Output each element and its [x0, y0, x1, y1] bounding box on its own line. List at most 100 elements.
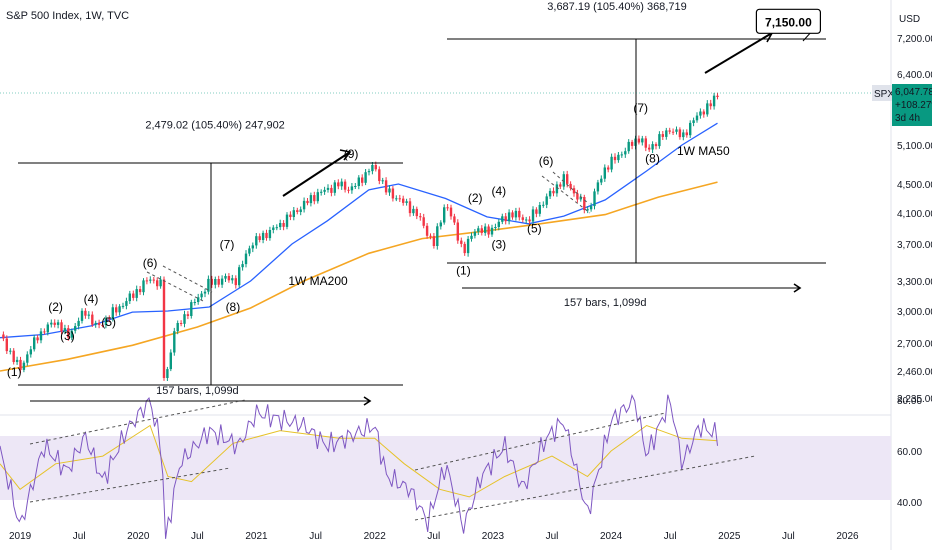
candle-body	[531, 209, 535, 222]
candle-body	[121, 305, 125, 307]
candle-body	[542, 204, 545, 206]
rsi-channel-lower-1	[29, 467, 231, 503]
candle-body	[617, 154, 620, 161]
candle-body	[261, 232, 265, 240]
wave-label: (4)	[491, 184, 506, 198]
candle-body	[217, 279, 220, 285]
candle-body	[241, 264, 244, 268]
candle-body	[275, 227, 278, 229]
time-tick-label: 2025	[718, 531, 741, 542]
candle-body	[176, 323, 179, 332]
candle-body	[166, 369, 169, 378]
arrowhead-1	[339, 149, 352, 161]
wave-label: (9)	[344, 147, 359, 161]
measure-label: 2,479.02 (105.40%) 247,902	[145, 120, 284, 132]
candle-body	[299, 209, 302, 212]
drawings-layer	[0, 29, 891, 521]
candle-body	[429, 235, 432, 237]
candle-body	[381, 180, 384, 182]
candle-body	[600, 178, 603, 183]
candle-body	[53, 322, 56, 325]
price-tick-label: 4,500.00	[897, 180, 932, 191]
candle-body	[5, 338, 8, 352]
rsi-ma-line	[0, 424, 718, 498]
candle-body	[152, 279, 155, 281]
candle-body	[183, 314, 186, 324]
time-tick-label: 2022	[364, 531, 387, 542]
target-box	[755, 8, 822, 34]
price-tick-label: 2,460.00	[897, 367, 932, 378]
candle-body	[555, 184, 559, 194]
price-tick-label: 3,300.00	[897, 277, 932, 288]
candle-body	[145, 280, 149, 282]
candle-body	[702, 111, 705, 115]
candle-body	[552, 190, 555, 194]
candle-body	[511, 212, 514, 218]
rsi-channel-lower-2	[414, 455, 756, 521]
candle-body	[712, 95, 716, 107]
candle-body	[644, 138, 647, 148]
candle-body	[408, 201, 412, 214]
rsi-tick-label: 40.00	[897, 498, 922, 509]
wave-label: (6)	[539, 154, 554, 168]
rsi-tick-label: 60.00	[897, 447, 922, 458]
rsi-band	[0, 436, 891, 500]
candle-body	[70, 330, 73, 338]
candle-body	[453, 216, 456, 223]
candle-body	[402, 198, 405, 203]
candle-body	[203, 291, 207, 294]
annotation-layer: (1)(2)(3)(4)(5)(6)(7)(8)(9)(1)(2)(3)(4)(…	[7, 1, 822, 397]
measure-label: 3,687.19 (105.40%) 368,719	[547, 1, 686, 13]
ma200-label: 1W MA200	[288, 274, 348, 288]
candle-body	[415, 208, 418, 217]
candle-body	[603, 167, 606, 179]
measure-label: 157 bars, 1,099d	[156, 385, 239, 397]
candle-body	[412, 208, 415, 214]
candle-body	[658, 134, 661, 147]
candle-body	[446, 207, 449, 209]
candle-body	[678, 129, 682, 138]
candle-body	[654, 144, 658, 147]
price-tick-label: 2,700.00	[897, 339, 932, 350]
candle-body	[624, 151, 627, 155]
bar-timer: 3d 4h	[895, 113, 920, 124]
candle-body	[682, 132, 685, 138]
time-tick-label: 2020	[127, 531, 150, 542]
wave-label: (7)	[220, 238, 235, 252]
candle-body	[361, 177, 364, 183]
wave-label: (4)	[84, 292, 99, 306]
candle-body	[466, 238, 470, 254]
candle-body	[210, 278, 213, 285]
symbol-badge	[872, 85, 892, 101]
candle-body	[316, 192, 319, 202]
candle-body	[405, 201, 408, 203]
candle-body	[395, 198, 398, 200]
candle-body	[487, 226, 490, 235]
candle-body	[302, 200, 306, 210]
projection-arrow-2	[704, 32, 773, 74]
candle-body	[661, 134, 664, 137]
candle-body	[186, 314, 190, 316]
candle-body	[200, 293, 203, 298]
ma50-line	[0, 122, 718, 339]
candle-body	[244, 253, 248, 265]
candle-body	[378, 169, 381, 181]
candle-body	[36, 337, 39, 341]
candle-body	[285, 214, 289, 227]
candle-body	[484, 226, 487, 233]
currency-label: USD	[899, 14, 920, 25]
candle-body	[292, 210, 295, 217]
candle-body	[265, 232, 268, 239]
candle-body	[545, 196, 548, 205]
target-label: 7,150.00	[765, 15, 812, 29]
candle-body	[320, 191, 323, 193]
candle-body	[337, 182, 340, 187]
candle-body	[528, 219, 531, 222]
candle-body	[193, 302, 196, 303]
axes-layer: 7,200.00 6,400.00 5,100.00 4,500.00 4,100.00…	[9, 34, 932, 550]
pattern-dashed-1b	[162, 265, 213, 293]
wave-label: (3)	[491, 238, 506, 252]
candle-body	[272, 227, 275, 230]
candle-body	[525, 219, 528, 221]
